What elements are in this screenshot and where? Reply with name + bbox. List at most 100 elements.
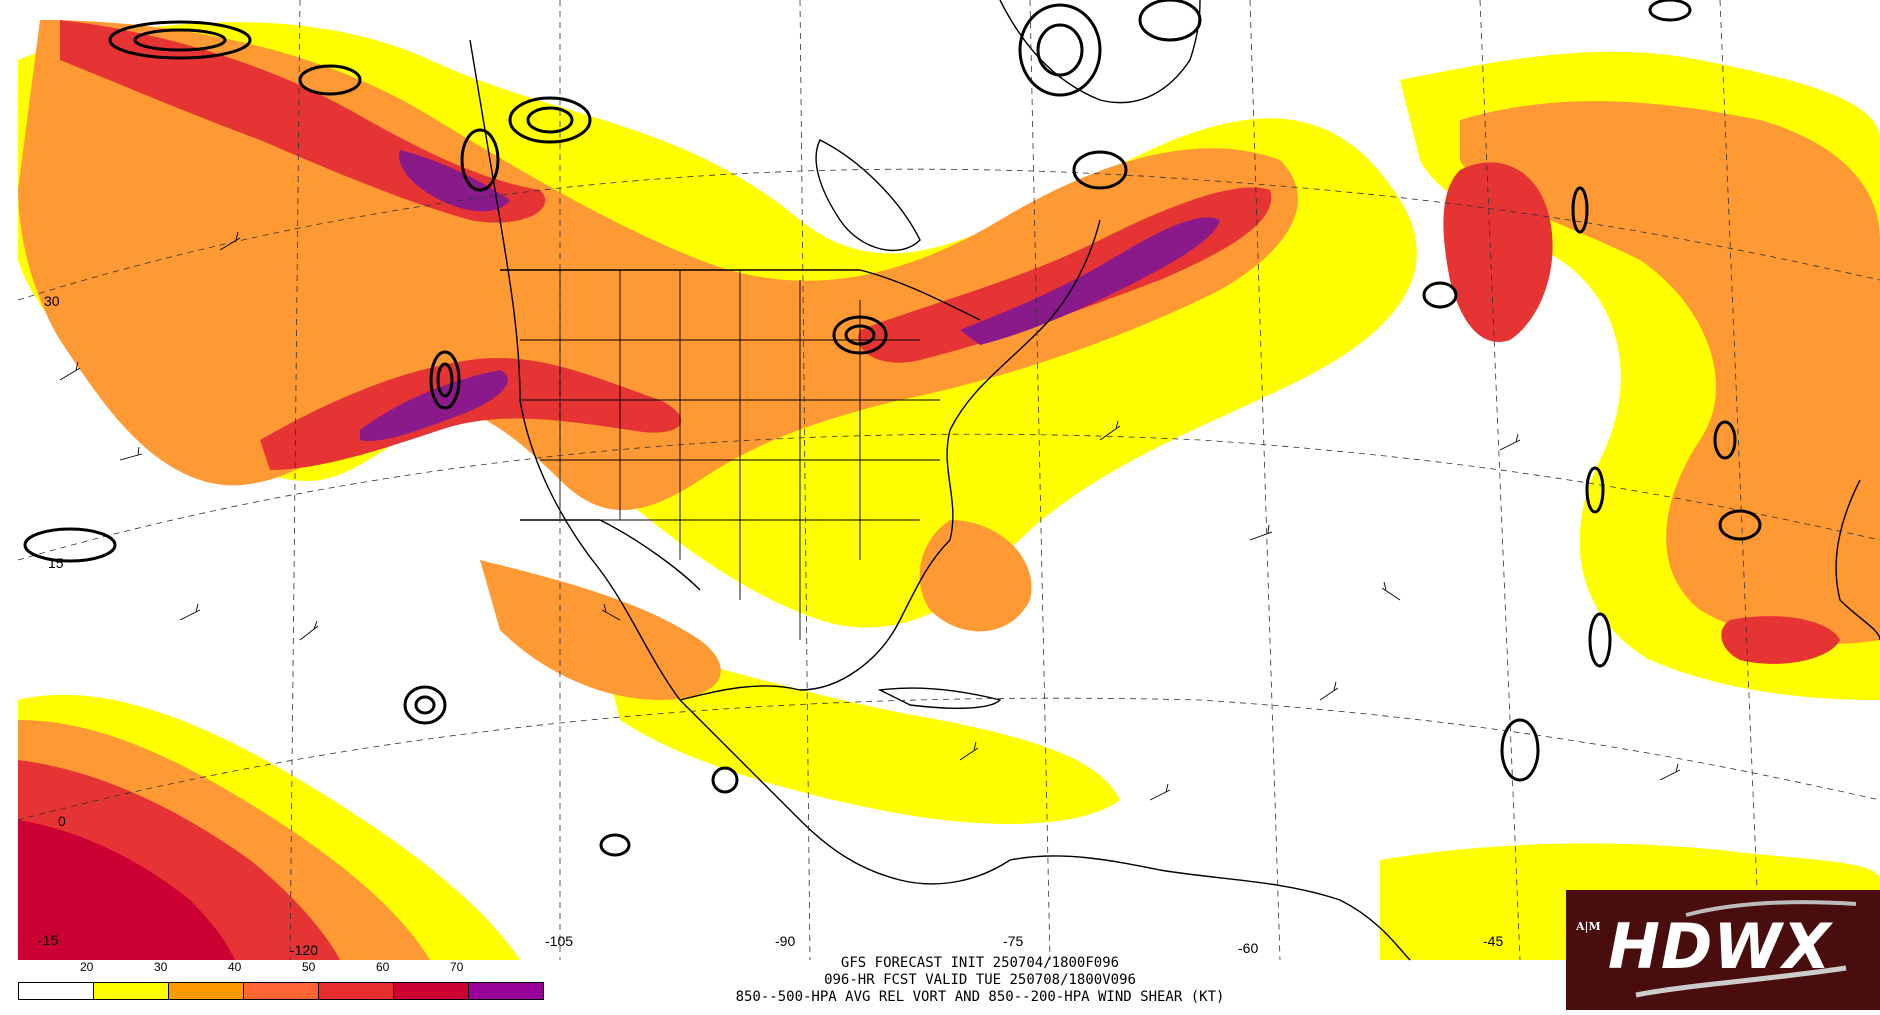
lat-line (17, 697, 1880, 821)
vort-contour (508, 96, 592, 144)
wind-barb (299, 620, 319, 641)
lat-line (17, 433, 1880, 561)
caption-field-line: 850--500-HPA AVG REL VORT AND 850--200-H… (735, 989, 1225, 1005)
wind-barb (119, 446, 143, 461)
shear-band-darkred-sw (18, 820, 235, 960)
shear-core-purple-nw (399, 150, 510, 212)
legend-label: 70 (450, 960, 464, 974)
shear-band-red-jet (260, 358, 682, 470)
wind-barb (1149, 783, 1171, 801)
lat-label: 15 (48, 555, 64, 571)
lon-label: -45 (1483, 933, 1503, 949)
wind-barb (1659, 763, 1681, 781)
shear-core-purple-west (360, 370, 508, 441)
wind-barb (1099, 420, 1121, 441)
wind-barb (601, 603, 621, 621)
map-caption: GFS FORECAST INIT 250704/1800F096 096-HR… (540, 955, 1420, 1006)
shear-band-orange-atl (919, 520, 1032, 632)
lat-label: 30 (44, 293, 60, 309)
coastline-central-america (679, 699, 1011, 885)
vort-contour (1138, 0, 1202, 42)
coastline-africa (1835, 479, 1880, 641)
wind-barb (1319, 681, 1339, 701)
border-us-mexico (520, 519, 701, 591)
vort-contour (1036, 23, 1084, 77)
vort-contour (1648, 0, 1692, 22)
hdwx-logo: A|M HDWX (1566, 890, 1880, 1010)
lon-label: -60 (1238, 940, 1258, 956)
wind-barbs (59, 231, 1681, 801)
legend-swatch (318, 982, 394, 1000)
vort-contour (1018, 3, 1102, 97)
legend-swatch (243, 982, 319, 1000)
coastline-cuba (877, 687, 1002, 709)
vort-contour (1422, 281, 1458, 309)
lon-label: -120 (290, 942, 318, 958)
vort-contour (403, 685, 447, 725)
coastline-north-america-gulf (679, 539, 951, 701)
lat-label: 0 (58, 813, 66, 829)
shear-band-orange-gulf (480, 560, 721, 700)
coastline-hudson-bay (815, 139, 921, 252)
caption-valid-line: 096-HR FCST VALID TUE 250708/1800V096 (824, 972, 1136, 988)
shear-shading (18, 20, 1880, 960)
vort-contour (844, 324, 876, 346)
coastline-north-america-east (946, 219, 1101, 541)
vort-contour (526, 106, 574, 134)
legend-swatch (93, 982, 169, 1000)
wind-barb (1381, 581, 1401, 601)
lon-label: -105 (545, 933, 573, 949)
wind-barb (1249, 524, 1273, 541)
vorticity-contours (23, 0, 1762, 857)
shear-band-orange-east (1460, 101, 1880, 644)
lat-line (17, 168, 1880, 301)
vort-contour (108, 20, 252, 60)
shear-band-red-east (1443, 162, 1553, 342)
logo-swirl-icon (1635, 900, 1857, 998)
lat-lon-grid (17, 0, 1880, 961)
atm-mark: A|M (1576, 920, 1601, 933)
vort-contour (414, 695, 436, 715)
vort-contour (298, 64, 362, 96)
logo-text: HDWX (1608, 910, 1832, 983)
vort-contour (1072, 150, 1128, 190)
wind-barb (219, 231, 241, 251)
legend-label: 60 (376, 960, 390, 974)
wind-barb (179, 603, 201, 621)
vort-contour (711, 766, 739, 794)
legend-label: 40 (228, 960, 242, 974)
wind-barb (59, 361, 81, 381)
vort-contour (23, 527, 117, 563)
lat-label: -15 (38, 932, 58, 948)
border-us-canada (500, 269, 981, 321)
vort-contour (429, 350, 461, 410)
vort-contour (460, 128, 500, 192)
vort-contour (436, 362, 454, 398)
vort-contour (1585, 466, 1605, 514)
legend-swatch (468, 982, 544, 1000)
coastline-greenland (999, 0, 1201, 104)
vort-contour (832, 315, 888, 355)
legend-swatch (18, 982, 94, 1000)
wind-barb (1499, 433, 1521, 451)
vort-contour (1588, 612, 1612, 668)
caption-init-line: GFS FORECAST INIT 250704/1800F096 (840, 955, 1120, 971)
legend-swatch (393, 982, 469, 1000)
legend-swatch (168, 982, 244, 1000)
wind-barb (959, 741, 979, 761)
vort-contour (133, 28, 227, 52)
vort-contour (1500, 718, 1540, 782)
lon-label: -75 (1003, 933, 1023, 949)
legend-label: 50 (302, 960, 316, 974)
vort-contour (1571, 186, 1589, 234)
vort-contour (1718, 509, 1762, 541)
shear-band-red-se (1721, 616, 1840, 664)
grid-labels: 30 15 0 -15 -120 -105 -90 -75 -60 -45 (38, 293, 1503, 958)
legend-label: 20 (80, 960, 94, 974)
vort-contour (1713, 420, 1737, 460)
shear-core-purple-ne (960, 217, 1220, 345)
shear-band-yellow-carib (600, 640, 1120, 824)
legend-label: 30 (154, 960, 168, 974)
